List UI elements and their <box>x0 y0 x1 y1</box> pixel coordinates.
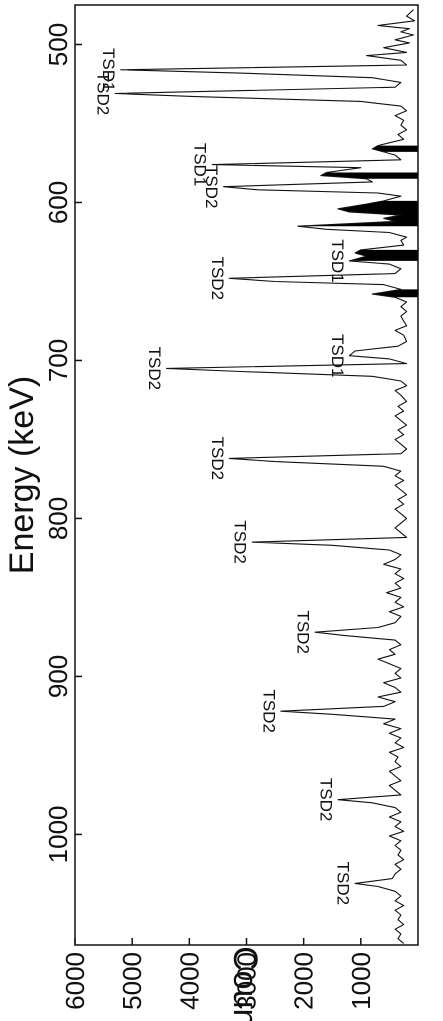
peak-label-tsd1: TSD1 <box>328 239 347 282</box>
peak-label-tsd2: TSD2 <box>145 347 164 390</box>
peak-label-tsd1: TSD1 <box>328 334 347 377</box>
peak-label-tsd1: TSD1 <box>191 143 210 186</box>
filled-region-2 <box>297 200 418 227</box>
peak-label-tsd2: TSD2 <box>208 257 227 300</box>
x-tick-label: 700 <box>43 339 73 382</box>
filled-region-3 <box>349 249 418 261</box>
y-tick-label: 1000 <box>346 952 376 1010</box>
plot-area <box>114 9 418 944</box>
y-tick-label: 5000 <box>117 952 147 1010</box>
peak-label-tsd2: TSD2 <box>208 437 227 480</box>
plot-frame <box>74 4 419 946</box>
x-axis-title: Energy (keV) <box>3 376 41 574</box>
peak-label-tsd2: TSD2 <box>294 610 313 653</box>
y-axis-title: Counts <box>226 946 264 1021</box>
axes <box>74 4 419 946</box>
filled-region-0 <box>372 145 418 152</box>
y-tick-label: 4000 <box>174 952 204 1010</box>
x-tick-label: 1000 <box>43 805 73 863</box>
peak-label-tsd1: TSD1 <box>99 48 118 91</box>
peak-label-tsd2: TSD2 <box>94 72 113 115</box>
peak-label-tsd2: TSD2 <box>202 165 221 208</box>
y-tick-label: 2000 <box>289 952 319 1010</box>
y-tick-label: 6000 <box>60 952 90 1010</box>
labels: 500 600 700 800 900 1000 1000 2000 3000 4000 5000 6… <box>3 23 376 1021</box>
x-tick-label: 500 <box>43 23 73 66</box>
series-line-0 <box>114 9 416 944</box>
peak-label-tsd2: TSD2 <box>316 778 335 821</box>
x-tick-label: 800 <box>43 497 73 540</box>
peak-label-tsd2: TSD2 <box>334 862 353 905</box>
peak-label-tsd2: TSD2 <box>231 520 250 563</box>
y-tick-label: 3000 <box>232 952 262 1010</box>
x-tick-label: 900 <box>43 655 73 698</box>
x-tick-label: 600 <box>43 181 73 224</box>
peak-label-tsd2: TSD2 <box>259 689 278 732</box>
filled-region-1 <box>320 172 418 179</box>
